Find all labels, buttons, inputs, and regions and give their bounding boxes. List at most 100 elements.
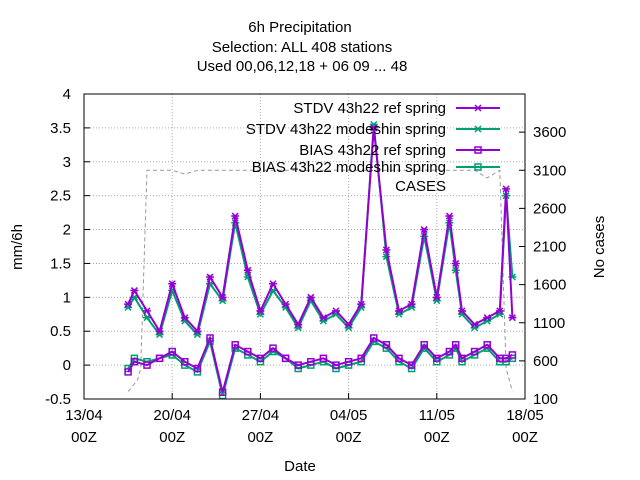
series-line bbox=[127, 334, 513, 393]
y-tick-label: 0 bbox=[63, 357, 71, 374]
x-tick-label-hour: 00Z bbox=[159, 429, 185, 446]
data-point-square bbox=[470, 347, 479, 356]
data-point-square bbox=[168, 347, 176, 356]
x-tick-label-date: 27/04 bbox=[242, 407, 280, 424]
y2-tick-label: 2600 bbox=[533, 200, 566, 217]
data-point-square bbox=[294, 361, 302, 369]
data-point-star bbox=[382, 246, 391, 254]
y-tick-label: 2.5 bbox=[50, 188, 71, 205]
data-point-star bbox=[231, 212, 240, 220]
y2-tick-label: 1100 bbox=[533, 315, 565, 332]
series-layer bbox=[124, 120, 517, 400]
chart-title-line-2: Selection: ALL 408 stations bbox=[212, 39, 392, 56]
data-point-star bbox=[130, 287, 139, 295]
data-point-star bbox=[344, 320, 353, 328]
data-point-square bbox=[458, 354, 466, 363]
y2-tick-label: 2100 bbox=[533, 239, 566, 256]
data-point-star bbox=[451, 259, 460, 267]
x-tick-label-hour: 00Z bbox=[71, 429, 97, 446]
x-tick-label-date: 13/04 bbox=[65, 407, 103, 424]
legend-label: BIAS 43h22 ref spring bbox=[299, 142, 446, 159]
data-point-square bbox=[130, 357, 139, 366]
data-point-square bbox=[124, 368, 132, 376]
data-point-star bbox=[306, 293, 315, 301]
y-tick-label: 3 bbox=[63, 154, 71, 171]
data-point-square bbox=[382, 341, 391, 349]
x-tick-label-date: 20/04 bbox=[153, 407, 191, 424]
data-point-star bbox=[155, 327, 164, 335]
data-point-star bbox=[168, 280, 177, 288]
chart-title-line-3: Used 00,06,12,18 + 06 09 ... 48 bbox=[197, 58, 408, 75]
y-tick-label: -0.5 bbox=[45, 391, 71, 408]
data-point-star bbox=[470, 320, 479, 328]
data-point-star bbox=[357, 300, 366, 308]
y-axis-label: mm/6h bbox=[9, 224, 26, 270]
series-3 bbox=[124, 334, 517, 396]
legend: STDV 43h22 ref spring STDV 43h22 modeshin… bbox=[246, 100, 500, 195]
data-point-square bbox=[407, 361, 416, 369]
data-point-star bbox=[193, 327, 202, 335]
data-point-star bbox=[470, 324, 479, 332]
data-point-square bbox=[395, 354, 403, 363]
data-point-square bbox=[244, 347, 252, 356]
data-point-star bbox=[483, 314, 492, 322]
chart-title-line-1: 6h Precipitation bbox=[248, 19, 351, 36]
data-point-star bbox=[369, 124, 378, 132]
data-point-star bbox=[124, 300, 133, 308]
ticks: -0.5 0 0.5 1 1.5 2 2.5 3 3.5 4 100 600 1100 1600 2100 2… bbox=[45, 86, 566, 446]
y2-tick-label: 100 bbox=[533, 391, 558, 408]
data-point-star bbox=[319, 317, 328, 325]
series-line bbox=[127, 127, 514, 334]
legend-label: STDV 43h22 modeshin spring bbox=[246, 121, 446, 138]
y-tick-label: 2 bbox=[63, 222, 71, 239]
data-point-star bbox=[124, 303, 133, 312]
data-point-star bbox=[319, 314, 328, 322]
x-tick-label-date: 04/05 bbox=[330, 407, 368, 424]
x-tick-label-hour: 00Z bbox=[424, 429, 450, 446]
y2-tick-label: 600 bbox=[533, 353, 558, 370]
data-point-star bbox=[502, 185, 511, 193]
x-tick-label-hour: 00Z bbox=[336, 429, 362, 446]
data-point-square bbox=[307, 357, 315, 366]
data-point-square bbox=[483, 341, 491, 349]
data-point-star bbox=[432, 293, 441, 301]
legend-marker bbox=[474, 163, 482, 171]
data-point-square bbox=[332, 361, 340, 369]
data-point-star bbox=[495, 307, 504, 315]
data-point-square bbox=[218, 388, 227, 396]
legend-marker bbox=[474, 146, 482, 154]
data-point-square bbox=[155, 354, 164, 363]
data-point-star bbox=[243, 266, 252, 274]
legend-label: BIAS 43h22 modeshin spring bbox=[252, 159, 446, 176]
y-tick-label: 0.5 bbox=[50, 323, 71, 340]
data-point-square bbox=[508, 351, 517, 359]
data-point-square bbox=[451, 341, 460, 349]
data-point-star bbox=[180, 314, 189, 322]
series-5 bbox=[127, 169, 513, 392]
y2-tick-label: 3100 bbox=[533, 162, 566, 179]
legend-label: STDV 43h22 ref spring bbox=[293, 100, 446, 117]
data-point-square bbox=[357, 354, 365, 363]
data-point-star bbox=[256, 307, 265, 315]
data-point-star bbox=[143, 307, 151, 315]
data-point-star bbox=[206, 273, 214, 281]
data-point-square bbox=[193, 364, 202, 373]
data-point-star bbox=[445, 212, 454, 220]
data-point-square bbox=[206, 334, 214, 342]
y2-tick-label: 3600 bbox=[533, 124, 566, 141]
data-point-star bbox=[332, 307, 340, 315]
series-line bbox=[127, 169, 513, 392]
y-tick-label: 1 bbox=[63, 289, 71, 306]
data-point-star bbox=[294, 320, 303, 328]
data-point-square bbox=[445, 347, 454, 356]
data-point-square bbox=[433, 354, 441, 363]
x-tick-label-date: 11/05 bbox=[419, 407, 455, 424]
legend-label: CASES bbox=[395, 178, 446, 195]
data-point-square bbox=[256, 354, 265, 363]
data-point-star bbox=[218, 293, 227, 301]
data-point-star bbox=[508, 314, 517, 322]
data-point-star bbox=[420, 226, 429, 234]
y-tick-label: 1.5 bbox=[50, 255, 71, 272]
x-tick-label-hour: 00Z bbox=[247, 429, 273, 446]
